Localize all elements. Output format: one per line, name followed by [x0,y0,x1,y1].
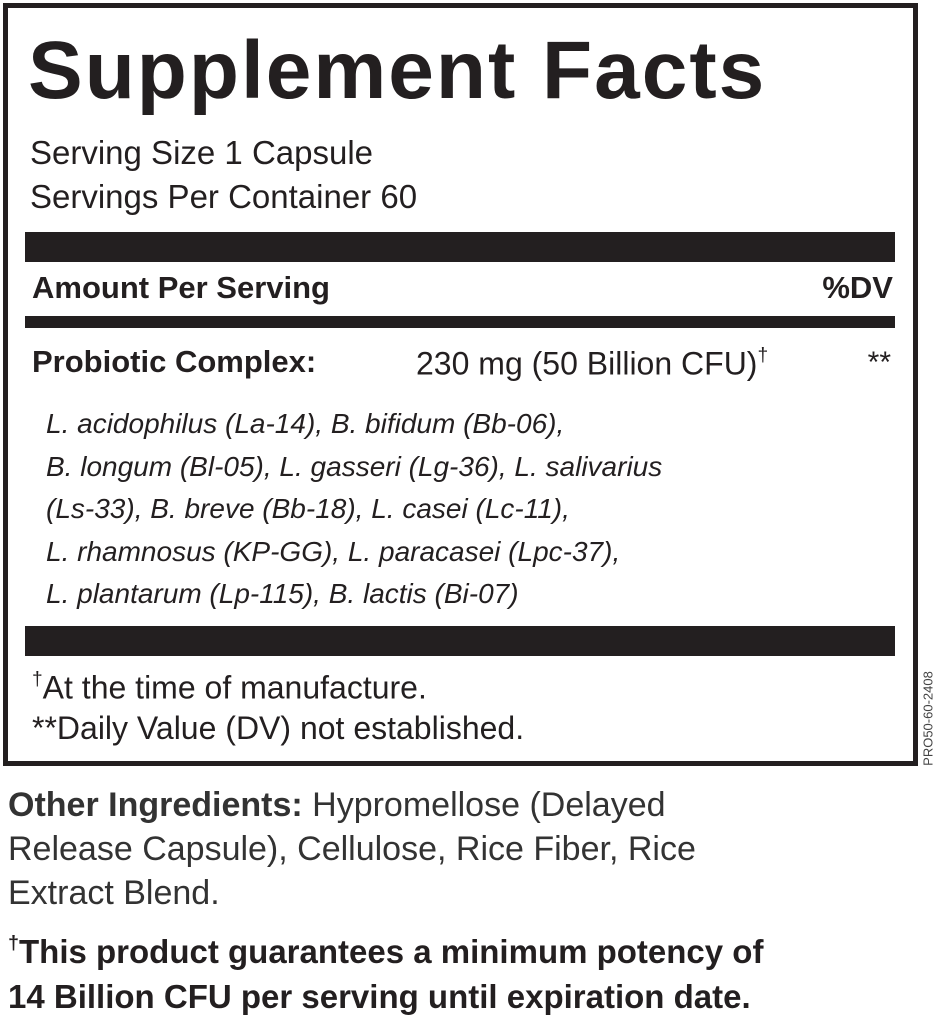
other-ingredients-text: Hypromellose (Delayed [302,786,666,824]
strain-line: L. plantarum (Lp-115), B. lactis (Bi-07) [46,578,519,609]
title: Supplement Facts [28,25,767,116]
footnote: †At the time of manufacture. [32,669,427,706]
other-ingredients-text: Extract Blend. [8,874,220,912]
amount: 230 mg (50 Billion CFU) [416,345,758,382]
thick-rule [25,626,895,656]
footnote-mark: ** [32,710,57,746]
strain-line: L. acidophilus (La-14), B. bifidum (Bb-0… [46,408,565,439]
strain-line: (Ls-33), B. breve (Bb-18), L. casei (Lc-… [46,493,570,524]
servings-per-container: Servings Per Container 60 [30,178,418,215]
other-ingredients-label: Other Ingredients: [8,786,303,824]
footnote-text: At the time of manufacture. [42,669,427,706]
footnote-mark: † [32,669,43,690]
ingredient-name: Probiotic Complex: [32,344,317,379]
serving-size: Serving Size 1 Capsule [30,134,374,171]
medium-rule [25,316,895,328]
guarantee-text: 14 Billion CFU per serving until expirat… [8,978,751,1015]
other-ingredients: Other Ingredients: Hypromellose (Delayed [8,788,666,822]
thick-rule [25,232,895,262]
ingredient-amount: 230 mg (50 Billion CFU)† [416,345,769,382]
guarantee-text: This product guarantees a minimum potenc… [19,932,764,970]
footnote: **Daily Value (DV) not established. [32,712,524,744]
amount-header: Amount Per Serving [32,270,330,305]
dv-header: %DV [822,270,893,305]
other-ingredients-text: Release Capsule), Cellulose, Rice Fiber,… [8,830,696,868]
facts-panel [3,3,918,766]
strain-line: L. rhamnosus (KP-GG), L. paracasei (Lpc-… [46,535,621,567]
ingredient-dv: ** [867,346,891,379]
strain-line: B. longum (Bl-05), L. gasseri (Lg-36), L… [46,450,663,482]
guarantee-mark: † [8,932,20,954]
guarantee: †This product guarantees a minimum poten… [8,932,764,970]
footnote-text: Daily Value (DV) not established. [56,710,525,746]
dagger: † [757,345,769,366]
side-code: PRO50-60-2408 [920,671,936,766]
